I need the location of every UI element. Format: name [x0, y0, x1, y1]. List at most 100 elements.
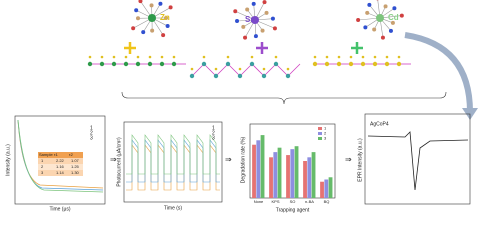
atom	[159, 61, 165, 67]
atom	[237, 73, 243, 79]
atom	[260, 28, 265, 33]
atom	[235, 18, 240, 23]
table-header-cell	[53, 152, 68, 158]
atom	[349, 55, 353, 59]
atom	[261, 73, 267, 79]
atom	[262, 67, 266, 71]
atom	[372, 61, 378, 67]
bar	[324, 179, 329, 198]
atom	[361, 55, 365, 59]
x-tick-label: BQ	[324, 199, 330, 204]
bar	[328, 177, 333, 198]
atom	[385, 55, 389, 59]
table-header: τ1	[54, 152, 59, 157]
metal-atom	[251, 16, 259, 24]
double-arrow: ⇒	[345, 155, 352, 164]
atom	[337, 55, 341, 59]
curved-arrow	[404, 32, 473, 113]
atom	[241, 24, 246, 29]
x-tick-label: None	[254, 199, 264, 204]
atom	[189, 73, 195, 79]
atom	[141, 30, 146, 35]
bond	[227, 63, 241, 77]
epr-curve	[367, 131, 469, 191]
atom	[383, 4, 388, 9]
atom	[365, 10, 370, 15]
table-cell-text: 1.14	[56, 170, 65, 175]
bar	[294, 146, 299, 198]
table-header-cell	[68, 152, 83, 158]
atom	[190, 67, 194, 71]
legend-label: 3	[90, 135, 93, 141]
atom	[136, 16, 141, 21]
table-cell-text: 1.07	[71, 158, 80, 163]
bond	[251, 63, 265, 77]
legend-swatch	[318, 132, 322, 135]
atom	[243, 35, 248, 40]
photocurrent-curve	[126, 144, 220, 191]
atom	[131, 26, 136, 31]
atom	[274, 55, 278, 59]
atom	[373, 55, 377, 59]
brace	[121, 91, 447, 105]
epr-panel	[364, 113, 471, 205]
atom	[238, 67, 242, 71]
atom	[138, 0, 143, 4]
table-cell-text: 3	[41, 170, 44, 175]
photocurrent-curve	[126, 139, 220, 183]
bar	[269, 157, 273, 198]
legend-label: 2	[324, 131, 327, 136]
x-label: Trapping agent	[276, 207, 310, 213]
atom	[100, 55, 104, 59]
table-cell	[68, 158, 83, 164]
atom	[264, 10, 269, 15]
atom	[250, 55, 254, 59]
table-header: Samples	[39, 152, 55, 157]
bar	[307, 157, 312, 198]
bar	[256, 140, 261, 198]
atom	[225, 61, 231, 67]
bond	[215, 63, 229, 77]
legend-swatch	[318, 137, 322, 140]
table-cell	[53, 170, 68, 176]
table-cell-text: 1.25	[71, 164, 80, 169]
atom	[356, 18, 361, 23]
atom	[135, 61, 141, 67]
atom	[392, 6, 397, 11]
atom	[325, 55, 329, 59]
x-label: Time (s)	[164, 205, 182, 211]
atom	[111, 61, 117, 67]
atom	[87, 61, 93, 67]
bond	[191, 63, 205, 77]
bar	[311, 152, 316, 198]
atom	[233, 9, 238, 14]
table-cell	[53, 158, 68, 164]
atom	[123, 61, 129, 67]
photocurrent-panel	[123, 121, 223, 203]
atom	[172, 55, 176, 59]
atom	[286, 67, 290, 71]
bar	[286, 155, 290, 198]
decay-curve	[17, 119, 104, 193]
atom	[399, 13, 404, 18]
bond	[287, 63, 301, 77]
atom	[348, 61, 354, 67]
y-label: Photocurrent (μA/cm²)	[116, 137, 122, 187]
table-header: τ2	[69, 152, 74, 157]
legend-label: 1	[324, 126, 327, 131]
bar	[303, 161, 307, 198]
atom	[161, 33, 166, 38]
table-cell	[38, 164, 53, 170]
table-cell	[68, 164, 83, 170]
atom	[396, 61, 402, 67]
atom	[124, 55, 128, 59]
atom	[245, 7, 250, 12]
atom	[134, 8, 139, 13]
atom	[88, 55, 92, 59]
table-cell-text: 2.22	[56, 158, 65, 163]
atom	[112, 55, 116, 59]
table-cell	[68, 170, 83, 176]
atom	[272, 26, 277, 31]
table-cell-text: 1	[41, 158, 44, 163]
atom	[214, 67, 218, 71]
